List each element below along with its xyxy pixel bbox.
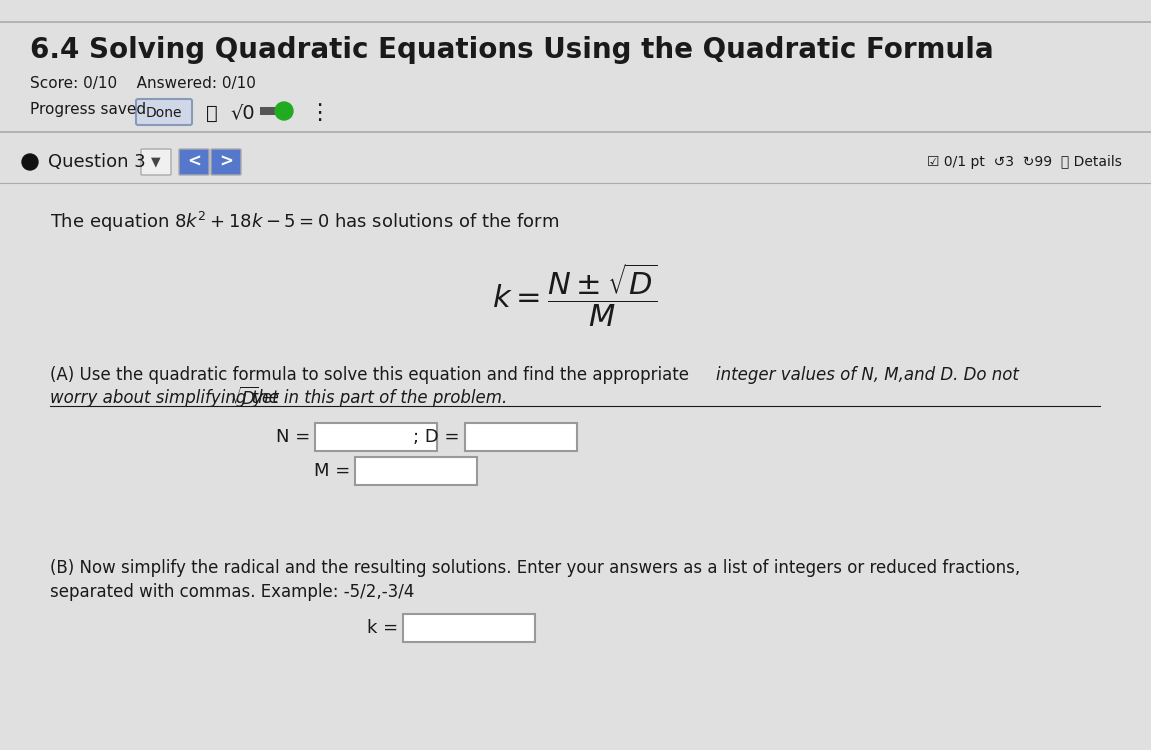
Text: Done: Done xyxy=(146,106,182,120)
Text: 6.4 Solving Quadratic Equations Using the Quadratic Formula: 6.4 Solving Quadratic Equations Using th… xyxy=(30,36,993,64)
FancyBboxPatch shape xyxy=(142,149,171,175)
Circle shape xyxy=(22,154,38,170)
FancyBboxPatch shape xyxy=(315,423,437,451)
Text: ⋮: ⋮ xyxy=(308,103,330,123)
FancyBboxPatch shape xyxy=(211,149,241,175)
FancyBboxPatch shape xyxy=(180,149,209,175)
Text: ▼: ▼ xyxy=(151,155,161,169)
FancyBboxPatch shape xyxy=(260,107,288,115)
Text: $k = \dfrac{N \pm \sqrt{D}}{M}$: $k = \dfrac{N \pm \sqrt{D}}{M}$ xyxy=(493,261,658,328)
Text: Score: 0/10    Answered: 0/10: Score: 0/10 Answered: 0/10 xyxy=(30,76,256,91)
Text: integer values of N, M,and D. Do not: integer values of N, M,and D. Do not xyxy=(716,366,1019,384)
Text: N =: N = xyxy=(276,428,310,446)
FancyBboxPatch shape xyxy=(355,457,477,485)
Text: Progress saved: Progress saved xyxy=(30,102,146,117)
Text: Question 3: Question 3 xyxy=(48,153,146,171)
Text: ☑ 0/1 pt  ↺3  ↻99  ⓘ Details: ☑ 0/1 pt ↺3 ↻99 ⓘ Details xyxy=(927,155,1122,169)
Text: (A) Use the quadratic formula to solve this equation and find the appropriate: (A) Use the quadratic formula to solve t… xyxy=(49,366,694,384)
Text: √0: √0 xyxy=(230,104,254,122)
FancyBboxPatch shape xyxy=(136,99,192,125)
Text: $\sqrt{D}$: $\sqrt{D}$ xyxy=(230,387,259,409)
Text: ⎙: ⎙ xyxy=(206,104,218,122)
Text: (B) Now simplify the radical and the resulting solutions. Enter your answers as : (B) Now simplify the radical and the res… xyxy=(49,559,1020,577)
Text: k =: k = xyxy=(367,619,398,637)
Text: M =: M = xyxy=(314,462,350,480)
Text: yet in this part of the problem.: yet in this part of the problem. xyxy=(252,389,508,407)
Circle shape xyxy=(275,102,294,120)
Text: The equation $8k^2 + 18k - 5 = 0$ has solutions of the form: The equation $8k^2 + 18k - 5 = 0$ has so… xyxy=(49,210,559,234)
Text: separated with commas. Example: -5/2,-3/4: separated with commas. Example: -5/2,-3/… xyxy=(49,583,414,601)
FancyBboxPatch shape xyxy=(465,423,577,451)
Text: >: > xyxy=(219,153,233,171)
Text: <: < xyxy=(186,153,201,171)
FancyBboxPatch shape xyxy=(403,614,535,642)
Text: worry about simplifying the: worry about simplifying the xyxy=(49,389,284,407)
Text: ; D =: ; D = xyxy=(413,428,460,446)
